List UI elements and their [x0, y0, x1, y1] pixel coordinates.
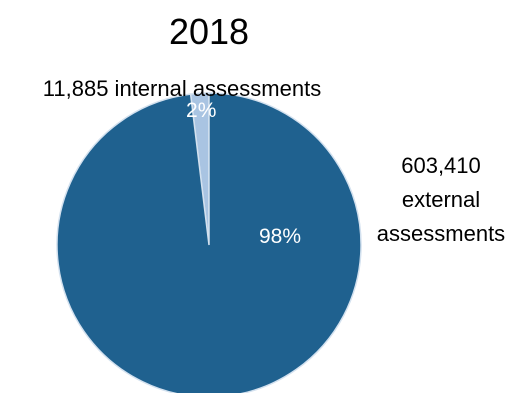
pie-labels: 2% 98% 11,885 internal assessments 603,410 e… — [43, 76, 505, 248]
percent-label-1: 98% — [259, 225, 301, 248]
category-label-1-line-1: external — [402, 187, 480, 212]
category-label-1-line-0: 603,410 — [401, 153, 481, 178]
pie-slice-external-assessments — [56, 92, 362, 393]
category-label-0-line-0: 11,885 internal assessments — [43, 76, 321, 101]
category-label-1-line-2: assessments — [377, 221, 505, 246]
pie-slices — [56, 92, 362, 393]
percent-label-0: 2% — [186, 99, 216, 122]
chart-title: 2018 — [169, 11, 249, 52]
